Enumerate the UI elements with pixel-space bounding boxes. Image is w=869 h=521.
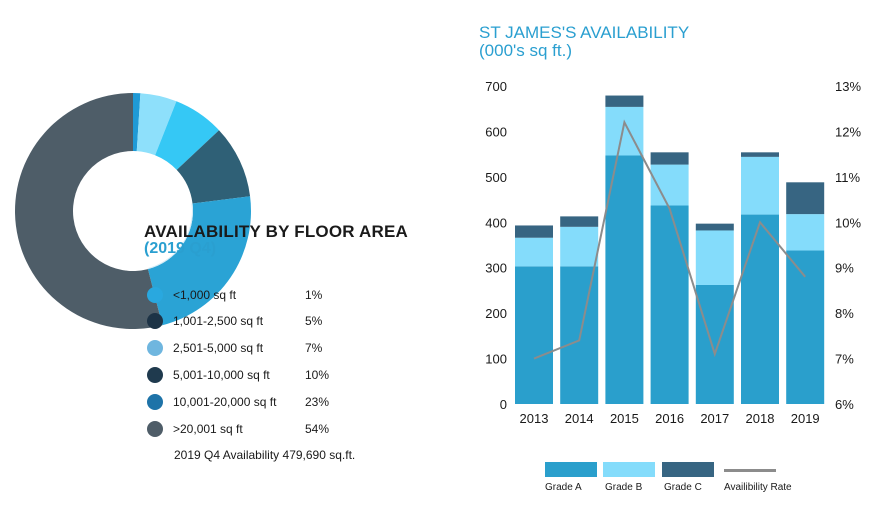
donut-slice (155, 101, 220, 170)
legend-swatch (662, 462, 714, 477)
bar-segment (741, 152, 779, 157)
y-tick-label: 400 (485, 215, 507, 230)
bar-segment (605, 155, 644, 404)
legend-swatch (545, 462, 597, 477)
y2-tick-label: 7% (835, 352, 854, 367)
bar-segment (741, 156, 779, 215)
bar-segment (560, 226, 599, 267)
y2-tick-label: 6% (835, 397, 854, 412)
legend-label: <1,000 sq ft (173, 288, 237, 302)
bar-segment (560, 266, 599, 404)
bar-chart-title: ST JAMES'S AVAILABILITY (000's sq ft.) (479, 24, 689, 60)
legend-percent: 1% (305, 288, 323, 302)
bar-segment (605, 95, 644, 107)
bar-chart-subtitle: (000's sq ft.) (479, 41, 573, 60)
legend-line (724, 469, 776, 472)
legend-percent: 7% (305, 341, 323, 355)
bar-segment (786, 182, 825, 215)
legend-percent: 5% (305, 314, 323, 328)
bar-segment (786, 214, 825, 251)
donut-slice (176, 130, 251, 204)
y-tick-label: 0 (500, 397, 507, 412)
bar-segment (695, 223, 734, 231)
availability-rate-line (533, 119, 806, 360)
y-tick-label: 500 (485, 170, 507, 185)
donut-slice (133, 93, 141, 152)
legend-dot-icon (147, 340, 163, 356)
donut-slice (15, 93, 163, 329)
y-tick-label: 700 (485, 79, 507, 94)
donut-slice (136, 93, 177, 156)
legend-dot-icon (147, 287, 163, 303)
x-tick-label: 2015 (610, 411, 639, 426)
y-tick-label: 100 (485, 352, 507, 367)
availability-total-note: 2019 Q4 Availability 479,690 sq.ft. (174, 448, 356, 462)
legend-label: Availibility Rate (724, 482, 792, 493)
legend-label: 2,501-5,000 sq ft (173, 341, 264, 355)
x-tick-label: 2016 (655, 411, 684, 426)
x-tick-label: 2014 (565, 411, 594, 426)
legend-dot-icon (147, 421, 163, 437)
donut-slice (147, 196, 251, 326)
y-tick-label: 300 (485, 261, 507, 276)
y2-tick-label: 13% (835, 79, 861, 94)
bar-segment (650, 152, 689, 165)
x-tick-label: 2018 (746, 411, 775, 426)
bar-segment (515, 237, 553, 267)
bar-segment (695, 230, 734, 285)
legend-swatch (603, 462, 655, 477)
bar-segment (741, 214, 779, 404)
bar-segment (786, 250, 825, 404)
bar-segment (560, 216, 599, 227)
legend-percent: 23% (305, 395, 330, 409)
bar-segment (515, 225, 553, 238)
legend-label: 10,001-20,000 sq ft (173, 395, 277, 409)
y2-tick-label: 12% (835, 124, 861, 139)
legend-label: 5,001-10,000 sq ft (173, 368, 270, 382)
bar-chart-title-line: ST JAMES'S AVAILABILITY (479, 23, 690, 42)
legend-percent: 54% (305, 422, 330, 436)
floor-area-title: AVAILABILITY BY FLOOR AREA (144, 222, 408, 241)
legend-dot-icon (147, 367, 163, 383)
legend-dot-icon (147, 394, 163, 410)
bar-segment (695, 284, 734, 404)
x-tick-label: 2019 (791, 411, 820, 426)
x-tick-label: 2017 (700, 411, 729, 426)
y-tick-label: 200 (485, 306, 507, 321)
legend-percent: 10% (305, 368, 330, 382)
donut-hole (74, 152, 192, 270)
legend-label: 1,001-2,500 sq ft (173, 314, 264, 328)
bar-segment (650, 205, 689, 404)
y2-tick-label: 10% (835, 215, 861, 230)
y2-tick-label: 11% (835, 170, 860, 185)
bar-segment (515, 266, 553, 404)
legend-label: >20,001 sq ft (173, 422, 243, 436)
legend-label: Grade A (545, 482, 582, 493)
legend-label: Grade C (664, 482, 702, 493)
legend-label: Grade B (605, 482, 643, 493)
y-tick-label: 600 (485, 124, 507, 139)
floor-area-subtitle: (2019 Q4) (144, 240, 217, 257)
legend-dot-icon (147, 313, 163, 329)
x-tick-label: 2013 (520, 411, 549, 426)
y2-tick-label: 8% (835, 306, 854, 321)
y2-tick-label: 9% (835, 261, 854, 276)
